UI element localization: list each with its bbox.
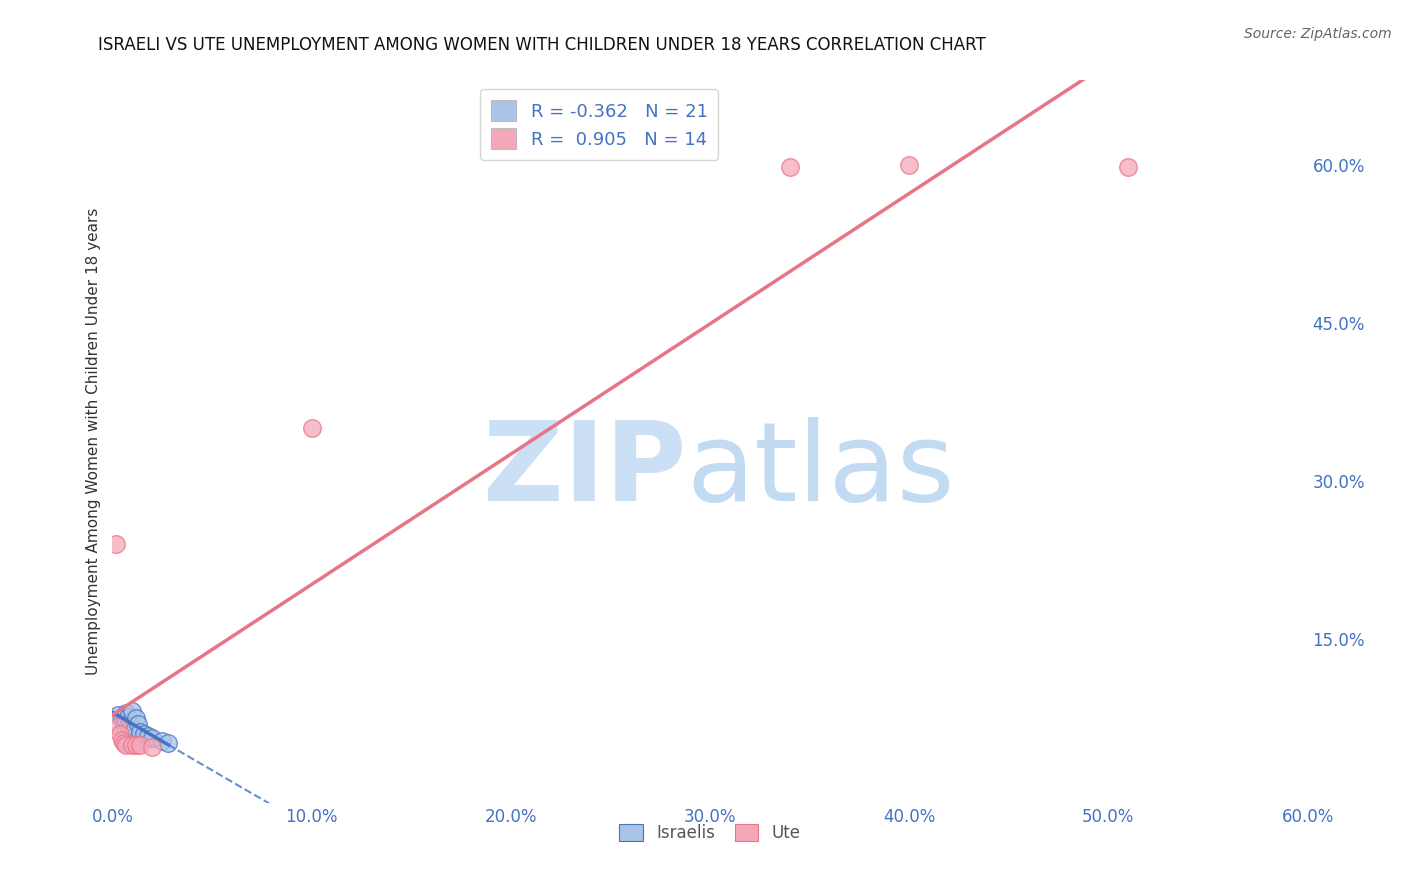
Point <box>121 719 143 733</box>
Point <box>301 421 323 435</box>
Point <box>138 730 160 744</box>
Point <box>141 739 163 754</box>
Point <box>117 719 139 733</box>
Point <box>120 722 142 736</box>
Point <box>110 727 132 741</box>
Point <box>124 723 146 737</box>
Point <box>120 714 142 729</box>
Point <box>117 710 139 724</box>
Text: ZIP: ZIP <box>482 417 686 524</box>
Point <box>114 719 135 733</box>
Point <box>111 711 134 725</box>
Point <box>121 704 143 718</box>
Point <box>129 738 152 752</box>
Point <box>111 732 134 747</box>
Point <box>779 160 801 174</box>
Point <box>114 736 135 750</box>
Point <box>129 725 152 739</box>
Text: Source: ZipAtlas.com: Source: ZipAtlas.com <box>1244 27 1392 41</box>
Point <box>115 714 138 729</box>
Point <box>157 736 180 750</box>
Point <box>114 714 135 729</box>
Point <box>141 731 163 746</box>
Y-axis label: Unemployment Among Women with Children Under 18 years: Unemployment Among Women with Children U… <box>86 208 101 675</box>
Point <box>121 738 143 752</box>
Legend: Israelis, Ute: Israelis, Ute <box>613 817 807 848</box>
Point <box>125 738 148 752</box>
Point <box>1118 160 1140 174</box>
Point <box>134 727 156 741</box>
Point <box>115 738 138 752</box>
Point <box>150 733 173 747</box>
Point <box>107 708 129 723</box>
Text: ISRAELI VS UTE UNEMPLOYMENT AMONG WOMEN WITH CHILDREN UNDER 18 YEARS CORRELATION: ISRAELI VS UTE UNEMPLOYMENT AMONG WOMEN … <box>98 36 986 54</box>
Point <box>125 711 148 725</box>
Point <box>105 537 128 551</box>
Point <box>898 158 921 172</box>
Point <box>107 719 129 733</box>
Point <box>127 716 149 731</box>
Text: atlas: atlas <box>686 417 955 524</box>
Point <box>115 706 138 720</box>
